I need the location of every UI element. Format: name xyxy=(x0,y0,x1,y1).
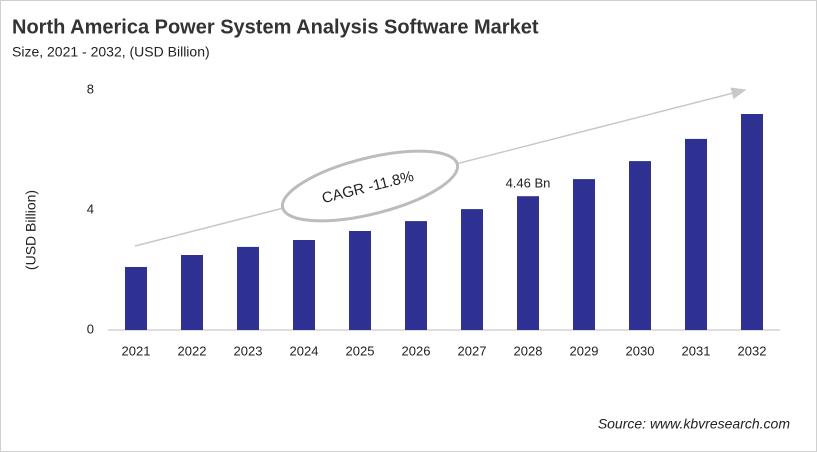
bar xyxy=(629,161,651,330)
y-tick-label: 8 xyxy=(87,81,94,96)
x-tick-label: 2027 xyxy=(458,343,487,358)
source: Source: www.kbvresearch.com xyxy=(598,416,791,432)
bar xyxy=(517,196,539,330)
cagr-ellipse xyxy=(280,149,460,223)
bar xyxy=(741,114,763,330)
bar xyxy=(293,240,315,330)
x-tick-label: 2030 xyxy=(626,343,655,358)
x-tick-label: 2024 xyxy=(290,343,319,358)
chart-subtitle: Size, 2021 - 2032, (USD Billion) xyxy=(12,44,210,60)
x-tick-label: 2022 xyxy=(178,343,207,358)
bar xyxy=(181,255,203,330)
x-tick-label: 2028 xyxy=(514,343,543,358)
chart-title: North America Power System Analysis Soft… xyxy=(12,16,539,38)
x-tick-label: 2031 xyxy=(682,343,711,358)
bar xyxy=(461,209,483,330)
x-tick-label: 2029 xyxy=(570,343,599,358)
y-tick-label: 4 xyxy=(87,201,94,216)
y-tick-label: 0 xyxy=(87,321,94,336)
bar xyxy=(237,246,259,330)
bar xyxy=(349,231,371,330)
value-label: 4.46 Bn xyxy=(506,176,551,191)
x-tick-label: 2025 xyxy=(346,343,375,358)
y-axis-label: (USD Billion) xyxy=(23,190,39,270)
x-tick-label: 2023 xyxy=(234,343,263,358)
x-tick-label: 2032 xyxy=(738,343,767,358)
bar xyxy=(685,138,707,330)
bar xyxy=(573,179,595,330)
bar xyxy=(125,267,147,330)
x-tick-label: 2026 xyxy=(402,343,431,358)
x-tick-label: 2021 xyxy=(122,343,151,358)
bar xyxy=(405,221,427,330)
